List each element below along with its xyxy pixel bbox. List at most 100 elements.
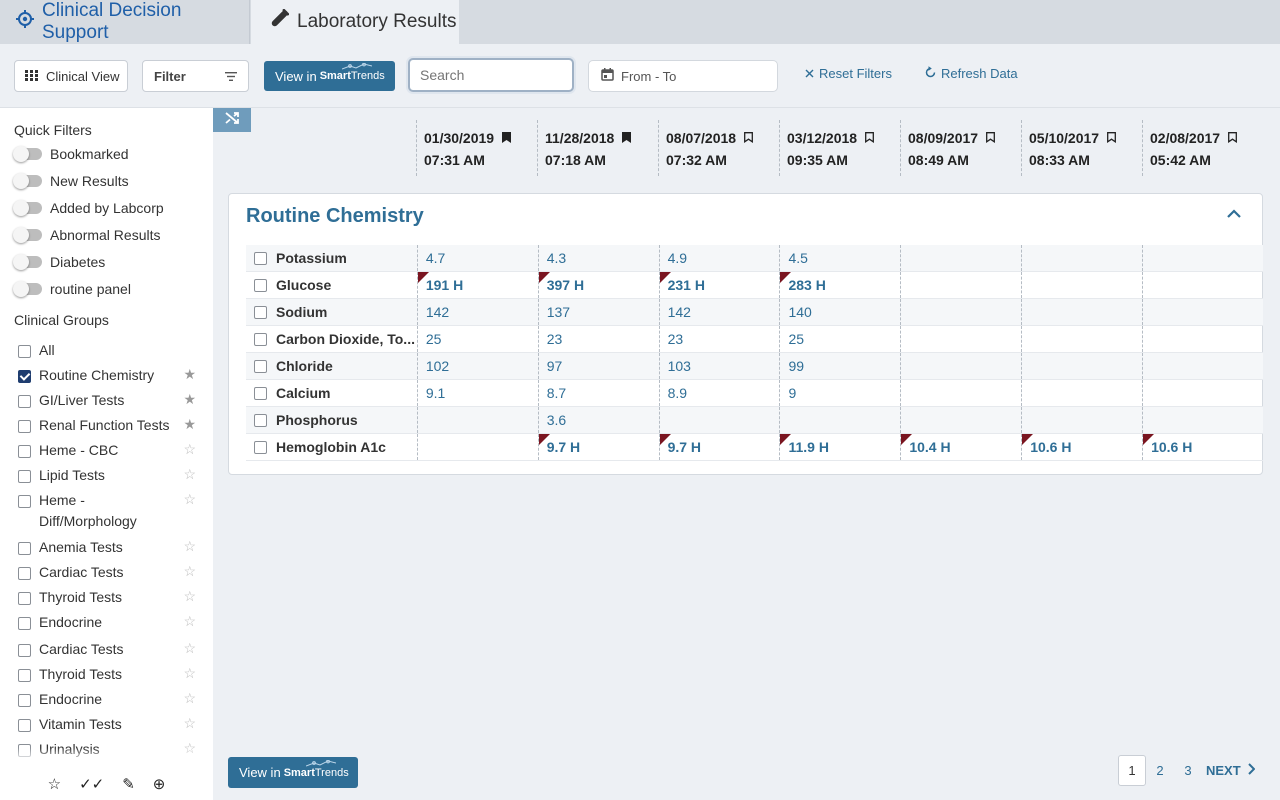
star-outline-icon[interactable]: ☆	[47, 776, 62, 793]
toggle-switch[interactable]	[13, 173, 42, 189]
result-cell[interactable]: 8.7	[537, 380, 659, 406]
test-checkbox[interactable]	[254, 386, 267, 400]
abnormal-result-cell[interactable]: 11.9 H	[779, 434, 900, 460]
page-2-button[interactable]: 2	[1156, 763, 1164, 778]
star-outline-icon[interactable]: ☆	[183, 665, 196, 681]
result-cell[interactable]: 102	[416, 353, 538, 379]
star-outline-icon[interactable]: ☆	[183, 715, 196, 731]
abnormal-result-cell[interactable]: 231 H	[658, 272, 780, 298]
star-outline-icon[interactable]: ☆	[183, 613, 196, 629]
result-cell[interactable]: 99	[779, 353, 900, 379]
result-cell[interactable]: 25	[416, 326, 538, 352]
view-in-smarttrends-button[interactable]: View in SmartTrends	[264, 61, 395, 91]
quick-filter-diabetes[interactable]: Diabetes	[13, 254, 105, 270]
test-checkbox[interactable]	[254, 278, 267, 292]
clinical-group-item[interactable]: Routine Chemistry ★	[18, 366, 202, 386]
bookmark-filled-icon[interactable]	[622, 127, 632, 149]
result-cell[interactable]: 9	[779, 380, 900, 406]
clinical-group-item[interactable]: Thyroid Tests ☆	[18, 665, 202, 685]
abnormal-result-cell[interactable]: 283 H	[779, 272, 900, 298]
bookmark-outline-icon[interactable]	[744, 127, 754, 149]
result-cell[interactable]: 97	[537, 353, 659, 379]
star-outline-icon[interactable]: ☆	[183, 588, 196, 604]
clinical-group-item[interactable]: Cardiac Tests ☆	[18, 563, 202, 583]
test-checkbox[interactable]	[254, 251, 267, 265]
clinical-group-item[interactable]: Vitamin Tests ☆	[18, 715, 202, 735]
group-checkbox[interactable]	[18, 370, 31, 383]
result-cell[interactable]: 23	[658, 326, 780, 352]
result-cell[interactable]: 137	[537, 299, 659, 325]
group-checkbox[interactable]	[18, 495, 31, 508]
group-checkbox[interactable]	[18, 445, 31, 458]
star-filled-icon[interactable]: ★	[183, 391, 196, 407]
test-checkbox[interactable]	[254, 440, 267, 454]
result-cell[interactable]: 8.9	[658, 380, 780, 406]
abnormal-result-cell[interactable]: 191 H	[416, 272, 538, 298]
group-checkbox[interactable]	[18, 644, 31, 657]
toggle-switch[interactable]	[13, 281, 42, 297]
clinical-group-item[interactable]: Heme - Diff/Morphology ☆	[18, 491, 202, 532]
result-cell[interactable]: 4.5	[779, 245, 900, 271]
star-outline-icon[interactable]: ☆	[183, 441, 196, 457]
group-checkbox[interactable]	[18, 567, 31, 580]
result-cell[interactable]: 142	[658, 299, 780, 325]
group-checkbox[interactable]	[18, 542, 31, 555]
abnormal-result-cell[interactable]: 10.6 H	[1021, 434, 1142, 460]
bookmark-filled-icon[interactable]	[502, 127, 512, 149]
result-cell[interactable]: 140	[779, 299, 900, 325]
tab-laboratory-results[interactable]: Laboratory Results	[251, 0, 459, 44]
abnormal-result-cell[interactable]: 9.7 H	[537, 434, 659, 460]
clinical-view-button[interactable]: Clinical View	[14, 60, 128, 92]
add-circle-icon[interactable]: ⊕	[152, 776, 166, 793]
bookmark-outline-icon[interactable]	[865, 127, 875, 149]
group-checkbox[interactable]	[18, 592, 31, 605]
star-outline-icon[interactable]: ☆	[183, 690, 196, 706]
toggle-switch[interactable]	[13, 227, 42, 243]
clinical-group-item[interactable]: Anemia Tests ☆	[18, 538, 202, 558]
group-checkbox[interactable]	[18, 345, 31, 358]
search-input[interactable]	[408, 58, 574, 92]
result-cell[interactable]: 103	[658, 353, 780, 379]
result-cell[interactable]: 4.9	[658, 245, 780, 271]
group-checkbox[interactable]	[18, 669, 31, 682]
next-page-button[interactable]: NEXT	[1206, 763, 1256, 778]
star-outline-icon[interactable]: ☆	[183, 640, 196, 656]
refresh-data-button[interactable]: Refresh Data	[925, 66, 1018, 81]
bookmark-outline-icon[interactable]	[1228, 127, 1238, 149]
star-filled-icon[interactable]: ★	[183, 366, 196, 382]
group-checkbox[interactable]	[18, 617, 31, 630]
bookmark-outline-icon[interactable]	[1107, 127, 1117, 149]
group-checkbox[interactable]	[18, 694, 31, 707]
result-cell[interactable]: 23	[537, 326, 659, 352]
filter-dropdown[interactable]: Filter	[142, 60, 249, 92]
bookmark-outline-icon[interactable]	[986, 127, 996, 149]
quick-filter-new-results[interactable]: New Results	[13, 173, 129, 189]
shuffle-expand-button[interactable]	[213, 108, 251, 132]
group-checkbox[interactable]	[18, 395, 31, 408]
test-checkbox[interactable]	[254, 305, 267, 319]
abnormal-result-cell[interactable]: 10.6 H	[1142, 434, 1263, 460]
clinical-group-item[interactable]: GI/Liver Tests ★	[18, 391, 202, 411]
result-cell[interactable]: 142	[416, 299, 538, 325]
toggle-switch[interactable]	[13, 254, 42, 270]
date-range-picker[interactable]: From - To	[588, 60, 778, 92]
double-check-icon[interactable]: ✓✓	[79, 776, 105, 793]
toggle-switch[interactable]	[13, 200, 42, 216]
star-outline-icon[interactable]: ☆	[183, 491, 196, 507]
pencil-icon[interactable]: ✎	[122, 776, 135, 793]
page-1-button[interactable]: 1	[1118, 755, 1146, 786]
chevron-up-icon[interactable]	[1226, 206, 1242, 224]
quick-filter-added-by-labcorp[interactable]: Added by Labcorp	[13, 200, 164, 216]
group-checkbox[interactable]	[18, 719, 31, 732]
abnormal-result-cell[interactable]: 10.4 H	[900, 434, 1021, 460]
abnormal-result-cell[interactable]: 397 H	[537, 272, 659, 298]
test-checkbox[interactable]	[254, 359, 267, 373]
toggle-switch[interactable]	[13, 146, 42, 162]
abnormal-result-cell[interactable]: 9.7 H	[658, 434, 780, 460]
view-in-smarttrends-button-bottom[interactable]: View in SmartTrends	[228, 757, 358, 788]
group-checkbox[interactable]	[18, 420, 31, 433]
clinical-group-item[interactable]: Cardiac Tests ☆	[18, 640, 202, 660]
star-outline-icon[interactable]: ☆	[183, 538, 196, 554]
quick-filter-abnormal-results[interactable]: Abnormal Results	[13, 227, 161, 243]
result-cell[interactable]: 25	[779, 326, 900, 352]
